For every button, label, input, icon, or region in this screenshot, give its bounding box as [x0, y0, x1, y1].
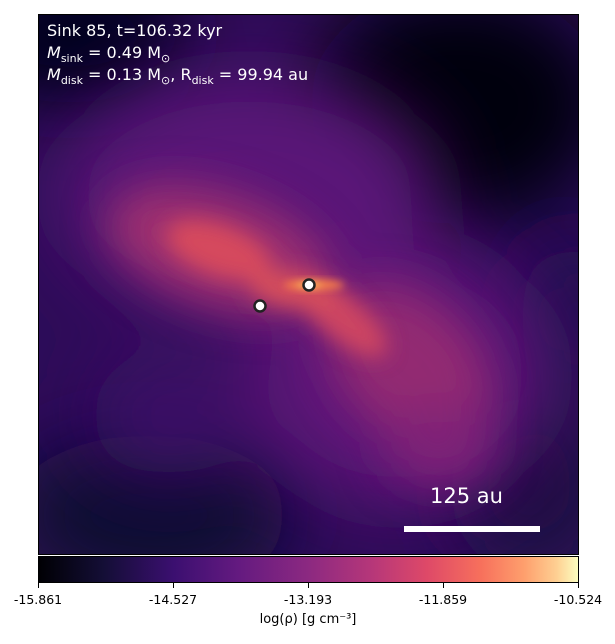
info-disk: Mdisk = 0.13 M⊙, Rdisk = 99.94 au	[47, 65, 309, 88]
density-image	[39, 15, 578, 554]
scale-bar	[404, 526, 540, 532]
scale-bar-label: 125 au	[430, 484, 503, 508]
colorbar-label: log(ρ) [g cm⁻³]	[259, 612, 357, 627]
info-title: Sink 85, t=106.32 kyr	[47, 21, 223, 40]
colorbar-tick-label: -14.527	[148, 592, 198, 607]
colorbar-tick	[38, 583, 39, 588]
colorbar-tick-label: -10.524	[553, 592, 603, 607]
colorbar-tick	[308, 583, 309, 588]
colorbar	[38, 556, 579, 583]
sink-marker-1	[253, 299, 267, 313]
sink-marker-2	[302, 278, 316, 292]
density-map	[38, 14, 579, 555]
colorbar-tick	[578, 583, 579, 588]
colorbar-tick	[173, 583, 174, 588]
colorbar-tick-label: -13.193	[283, 592, 333, 607]
colorbar-tick-label: -11.859	[418, 592, 468, 607]
info-sink-mass: Msink = 0.49 M⊙	[47, 43, 171, 66]
colorbar-tick	[443, 583, 444, 588]
colorbar-tick-label: -15.861	[13, 592, 63, 607]
